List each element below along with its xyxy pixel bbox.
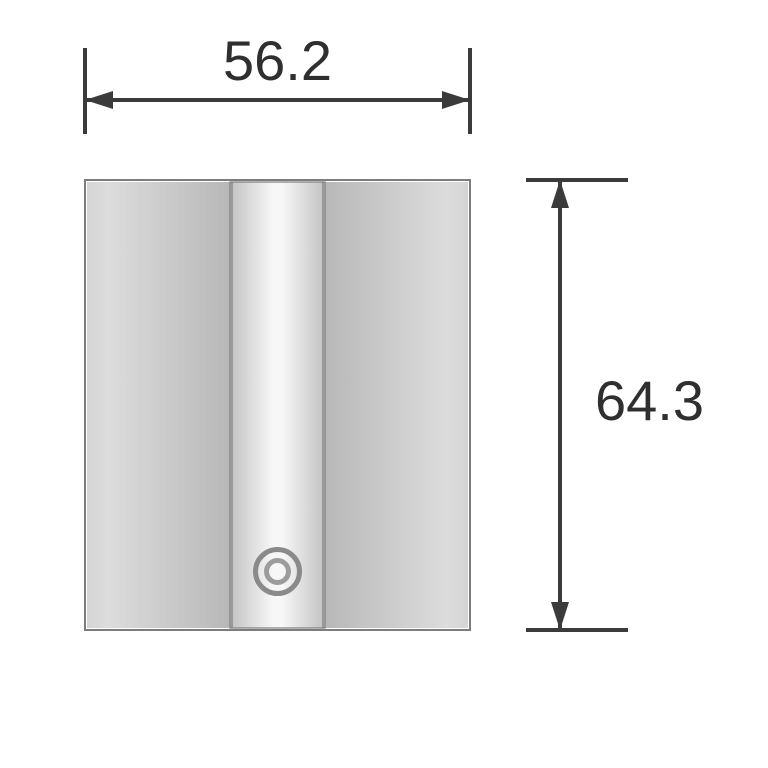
technical-drawing: 56.2 64.3 [0,0,768,768]
width-dimension: 56.2 [85,29,470,134]
height-dimension: 64.3 [526,180,704,630]
right-panel [323,182,468,628]
left-panel [87,182,232,628]
device-front-view [85,180,470,630]
height-dimension-label: 64.3 [595,369,704,432]
width-dimension-label: 56.2 [223,29,332,92]
